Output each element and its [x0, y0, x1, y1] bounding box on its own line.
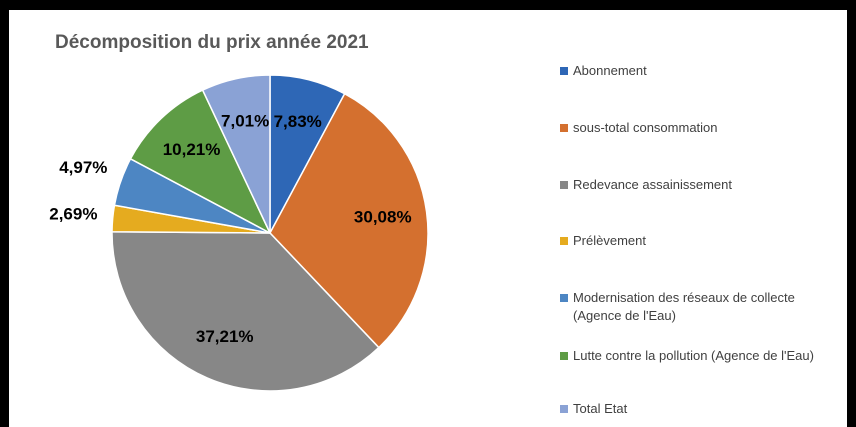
legend-swatch [560, 67, 568, 75]
data-label: 4,97% [59, 158, 107, 177]
data-label: 2,69% [49, 204, 97, 223]
legend-swatch [560, 405, 568, 413]
data-label: 10,21% [163, 140, 221, 159]
legend-swatch [560, 294, 568, 302]
legend-label: Prélèvement [573, 233, 646, 248]
legend-label: Redevance assainissement [573, 177, 732, 192]
legend-entry: Redevance assainissement [560, 176, 840, 194]
legend-label: sous-total consommation [573, 120, 718, 135]
data-label: 30,08% [354, 207, 412, 226]
data-label: 37,21% [196, 327, 254, 346]
legend-swatch [560, 181, 568, 189]
legend-entry: Abonnement [560, 62, 840, 80]
legend-entry: sous-total consommation [560, 119, 840, 137]
legend-swatch [560, 237, 568, 245]
legend-entry: Prélèvement [560, 232, 840, 250]
legend-entry: Lutte contre la pollution (Agence de l'E… [560, 347, 840, 365]
data-label: 7,83% [274, 112, 322, 131]
pie-slice [201, 74, 271, 234]
legend-label: Modernisation des réseaux de collecte (A… [573, 290, 795, 323]
legend-label: Lutte contre la pollution (Agence de l'E… [573, 348, 814, 363]
legend-label: Abonnement [573, 63, 647, 78]
legend-swatch [560, 352, 568, 360]
legend-swatch [560, 124, 568, 132]
pie-slice [269, 92, 429, 349]
legend-entry: Modernisation des réseaux de collecte (A… [560, 289, 840, 325]
pie-slice [111, 231, 380, 392]
legend-entry: Total Etat [560, 400, 840, 418]
chart-title: Décomposition du prix année 2021 [55, 32, 369, 53]
pie-slice [129, 89, 272, 235]
data-label: 7,01% [221, 111, 269, 130]
legend-label: Total Etat [573, 401, 628, 416]
